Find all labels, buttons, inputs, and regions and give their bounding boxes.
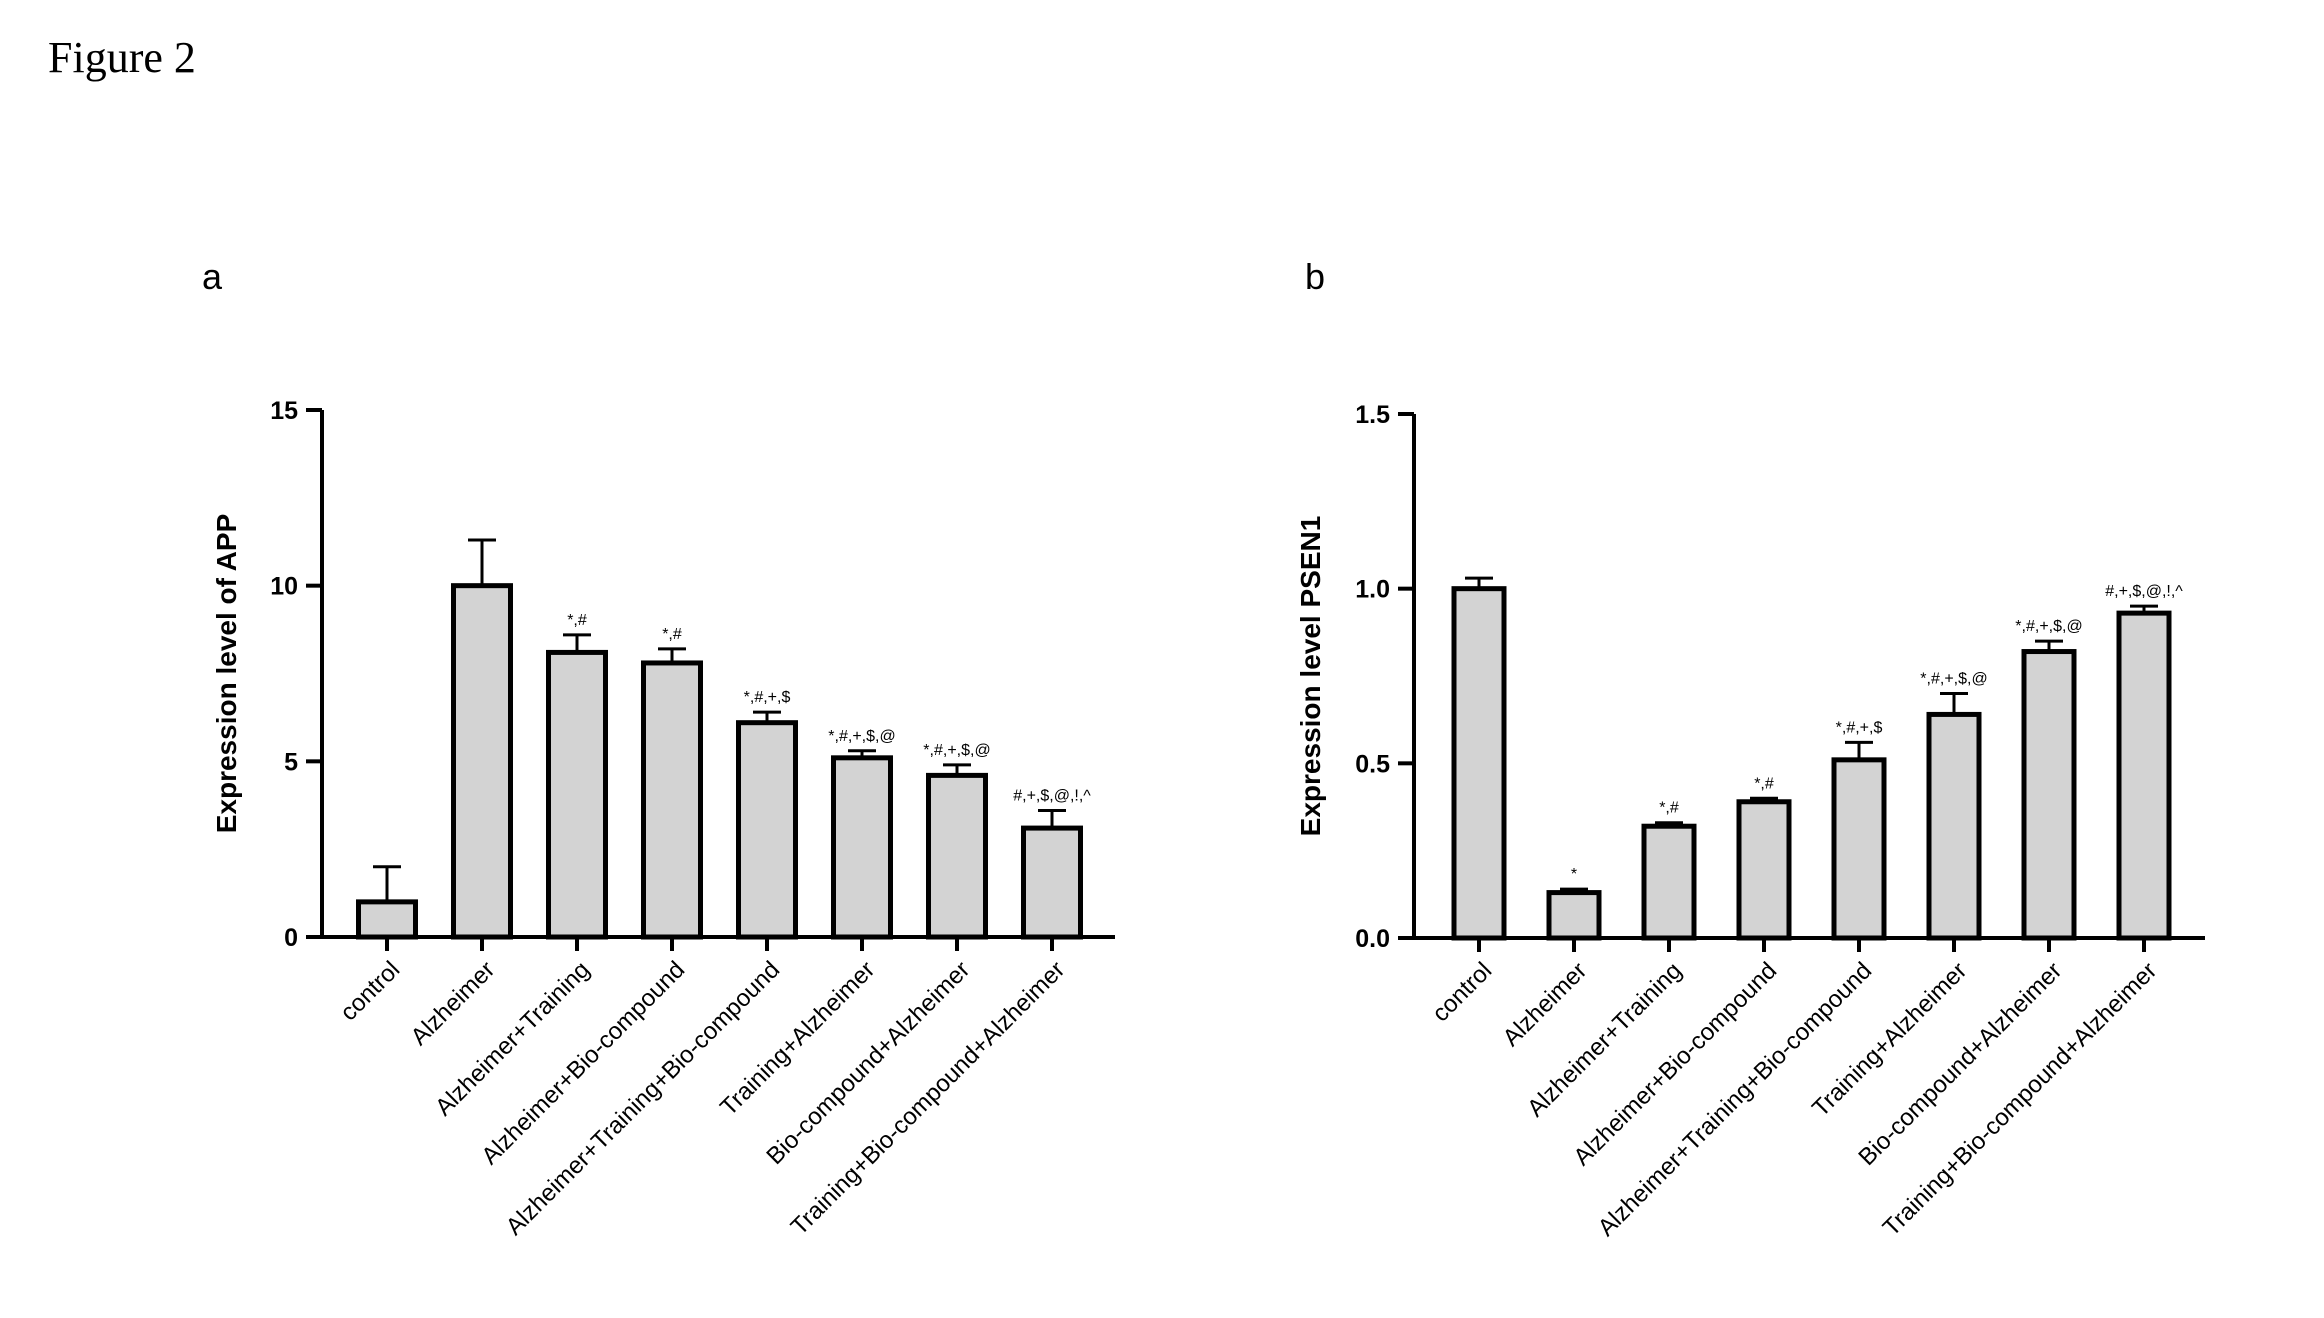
significance-annotation: *,#,+,$,@	[2015, 618, 2082, 635]
bar	[1451, 586, 1507, 941]
significance-annotation: *,#,+,$,@	[923, 742, 990, 759]
bar	[831, 755, 893, 940]
category-label: Alzheimer+Training	[1522, 957, 1687, 1122]
panel-b-letter: b	[1305, 256, 1326, 297]
y-tick-label: 0.5	[1355, 750, 1390, 778]
y-tick-label: 10	[270, 573, 298, 601]
significance-annotation: *,#	[1754, 775, 1774, 792]
significance-annotation: *,#,+,$,@	[828, 728, 895, 745]
bar	[1641, 823, 1697, 941]
significance-annotation: *,#,+,$	[1836, 719, 1883, 736]
category-label: Alzheimer	[1498, 957, 1593, 1052]
significance-annotation: *,#,+,$	[744, 689, 791, 706]
bar	[1926, 711, 1982, 941]
significance-annotation: *	[1571, 866, 1577, 883]
panel-a-letter: a	[202, 256, 223, 297]
y-tick-label: 5	[284, 748, 298, 776]
y-axis-label: Expression level PSEN1	[1295, 516, 1326, 837]
significance-annotation: *,#	[662, 626, 682, 643]
bar	[2116, 610, 2172, 941]
significance-annotation: *,#	[567, 612, 587, 629]
bar	[1831, 757, 1887, 941]
significance-annotation: *,#,+,$,@	[1920, 670, 1987, 687]
y-tick-label: 0	[284, 924, 298, 952]
significance-annotation: #,+,$,@,!,^	[2105, 583, 2183, 600]
category-label: control	[1427, 957, 1497, 1027]
category-label: Training+Alzheimer	[1807, 957, 1972, 1122]
significance-annotation: *,#	[1659, 800, 1679, 817]
bar	[1546, 890, 1602, 941]
significance-annotation: #,+,$,@,!,^	[1013, 788, 1091, 805]
bar	[736, 720, 798, 940]
bar	[2021, 649, 2077, 941]
figure-title: Figure 2	[48, 33, 196, 82]
y-tick-label: 15	[270, 397, 298, 425]
y-tick-label: 1.0	[1355, 576, 1390, 604]
y-tick-label: 1.5	[1355, 401, 1390, 429]
y-axis-label: Expression level of APP	[211, 514, 242, 834]
y-tick-label: 0.0	[1355, 925, 1390, 953]
bar	[1736, 799, 1792, 941]
